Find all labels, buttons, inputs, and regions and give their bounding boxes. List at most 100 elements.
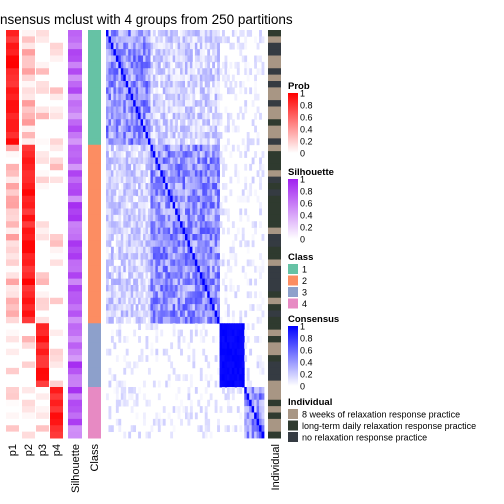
consensus-cell — [140, 221, 144, 229]
consensus-cell — [135, 208, 139, 216]
consensus-cell — [207, 36, 211, 44]
consensus-cell — [110, 74, 114, 82]
consensus-cell — [125, 100, 129, 107]
consensus-cell — [180, 316, 183, 324]
consensus-cell — [108, 100, 112, 107]
prob-cell — [22, 240, 35, 248]
consensus-cell — [209, 285, 213, 292]
consensus-cell — [217, 202, 220, 209]
consensus-cell — [147, 431, 151, 439]
consensus-cell — [120, 310, 124, 318]
prob-cell — [22, 138, 35, 146]
silhouette-cell — [68, 176, 82, 184]
consensus-cell — [207, 30, 211, 37]
consensus-cell — [261, 68, 265, 76]
consensus-cell — [130, 393, 134, 401]
consensus-cell — [170, 106, 174, 114]
consensus-cell — [170, 240, 174, 248]
consensus-cell — [204, 157, 208, 165]
consensus-cell — [259, 112, 262, 120]
consensus-cell — [217, 42, 220, 50]
consensus-cell — [199, 278, 203, 286]
consensus-cell — [234, 425, 238, 433]
consensus-cell — [180, 272, 183, 280]
consensus-cell — [189, 272, 193, 280]
prob-cell — [6, 138, 19, 146]
consensus-cell — [219, 119, 223, 127]
silhouette-cell — [68, 310, 82, 318]
consensus-cell — [249, 291, 253, 299]
consensus-cell — [177, 291, 181, 299]
consensus-cell — [118, 221, 122, 229]
consensus-cell — [106, 42, 109, 50]
consensus-cell — [261, 425, 265, 433]
consensus-cell — [170, 151, 174, 158]
legend-tick: 1 — [300, 175, 305, 185]
consensus-cell — [175, 30, 178, 37]
consensus-cell — [202, 323, 206, 331]
prob-cell — [50, 93, 63, 101]
consensus-cell — [128, 431, 132, 439]
consensus-cell — [180, 42, 183, 50]
consensus-cell — [152, 323, 156, 331]
consensus-cell — [192, 132, 196, 139]
consensus-cell — [152, 151, 156, 158]
consensus-cell — [128, 68, 132, 76]
prob-cell — [22, 272, 35, 280]
consensus-cell — [229, 87, 233, 95]
consensus-cell — [133, 425, 137, 433]
prob-cell — [50, 348, 63, 356]
consensus-cell — [135, 304, 139, 311]
consensus-cell — [162, 272, 166, 280]
consensus-cell — [165, 144, 169, 152]
consensus-cell — [256, 304, 260, 311]
consensus-cell — [123, 81, 127, 88]
consensus-cell — [167, 36, 171, 44]
consensus-cell — [202, 176, 206, 184]
consensus-cell — [138, 87, 141, 95]
consensus-cell — [115, 183, 119, 190]
consensus-cell — [222, 227, 225, 235]
consensus-cell — [113, 291, 117, 299]
individual-cell — [268, 30, 281, 37]
consensus-cell — [199, 285, 203, 292]
prob-cell — [6, 30, 19, 37]
consensus-cell — [130, 183, 134, 190]
consensus-cell — [185, 30, 188, 37]
consensus-cell — [133, 285, 137, 292]
consensus-cell — [108, 55, 112, 63]
consensus-cell — [123, 195, 127, 203]
consensus-cell — [192, 240, 196, 248]
consensus-cell — [125, 132, 129, 139]
consensus-cell — [217, 285, 220, 292]
consensus-cell — [212, 157, 216, 165]
consensus-cell — [189, 36, 193, 44]
consensus-cell — [123, 100, 127, 107]
consensus-cell — [120, 221, 124, 229]
consensus-cell — [138, 323, 141, 331]
consensus-cell — [138, 183, 141, 190]
prob-cell — [50, 74, 63, 82]
consensus-cell — [167, 132, 171, 139]
consensus-cell — [147, 278, 151, 286]
consensus-cell — [130, 259, 134, 267]
consensus-cell — [194, 221, 198, 229]
consensus-cell — [140, 119, 144, 127]
consensus-cell — [118, 195, 122, 203]
consensus-cell — [155, 55, 159, 63]
prob-cell — [6, 68, 19, 76]
prob-cell — [36, 112, 49, 120]
prob-cell — [6, 170, 19, 178]
consensus-cell — [241, 336, 245, 343]
consensus-cell — [115, 380, 119, 388]
consensus-cell — [180, 214, 183, 222]
consensus-cell — [246, 61, 250, 69]
consensus-cell — [128, 259, 132, 267]
consensus-cell — [204, 253, 208, 260]
silhouette-cell — [68, 144, 82, 152]
silhouette-cell — [68, 272, 82, 280]
consensus-cell — [120, 240, 124, 248]
consensus-cell — [204, 246, 208, 254]
silhouette-cell — [68, 316, 82, 324]
consensus-cell — [199, 272, 203, 280]
